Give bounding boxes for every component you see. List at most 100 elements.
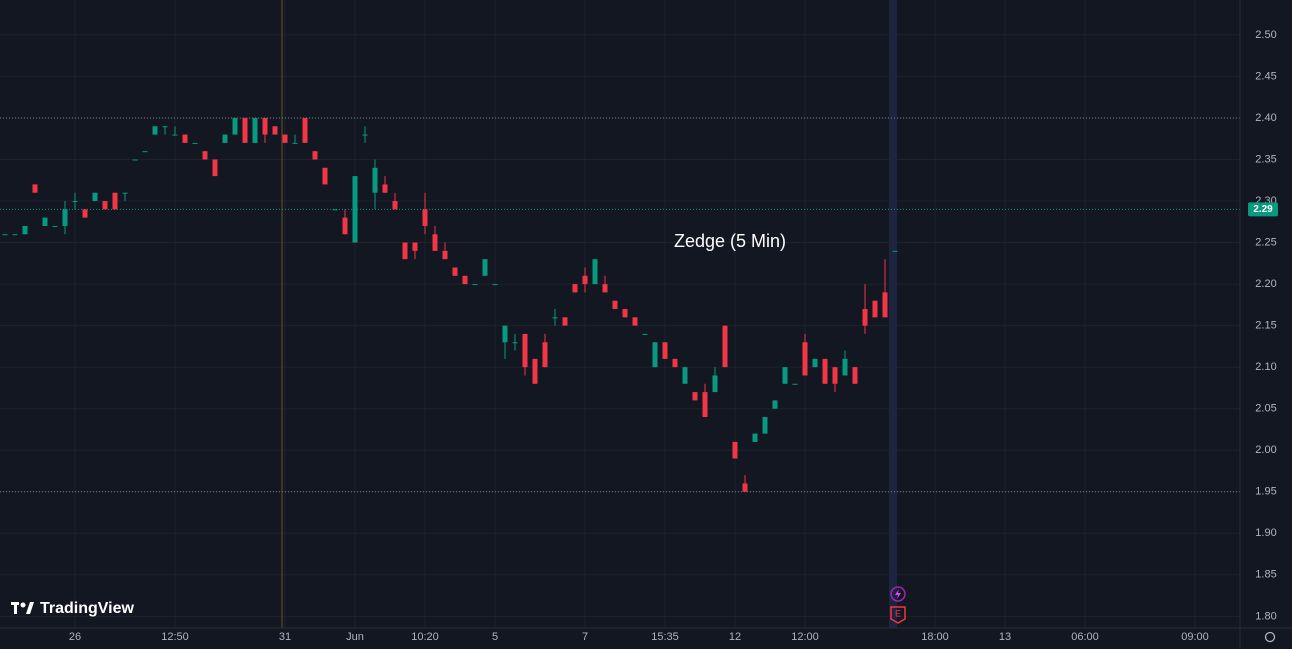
x-tick-label: 06:00 <box>1071 631 1099 643</box>
candle-body <box>382 184 388 193</box>
candle-body <box>882 292 888 318</box>
candle-body <box>522 333 528 368</box>
candle-body <box>482 259 488 276</box>
candle-body <box>582 275 588 285</box>
dividend-icon[interactable] <box>890 586 906 602</box>
x-tick-label: Jun <box>346 631 364 643</box>
earnings-label: E <box>895 608 901 618</box>
y-tick-label: 1.90 <box>1255 527 1276 539</box>
x-tick-label: 12:00 <box>791 631 819 643</box>
chart-title: Zedge (5 Min) <box>674 231 786 251</box>
brand: TradingView <box>40 600 135 617</box>
x-tick-label: 31 <box>279 631 291 643</box>
candle-body <box>692 392 698 401</box>
candle-body <box>462 275 468 285</box>
candle-body <box>62 209 68 226</box>
candle-body <box>622 309 628 318</box>
y-tick-label: 2.50 <box>1255 29 1276 41</box>
candle-body <box>252 117 258 143</box>
candle-body <box>862 309 868 326</box>
candle-body <box>642 333 648 335</box>
y-tick-label: 2.25 <box>1255 236 1276 248</box>
x-tick-label: 15:35 <box>651 631 679 643</box>
candle-body <box>402 242 408 260</box>
candle-body <box>532 358 538 384</box>
candle-body <box>412 242 418 251</box>
candle-body <box>182 134 188 143</box>
candle-body <box>2 234 8 236</box>
candle-body <box>52 225 58 227</box>
candle-body <box>222 134 228 143</box>
last-price-label: 2.29 <box>1253 204 1273 215</box>
candle-body <box>792 383 798 385</box>
candle-body <box>242 117 248 143</box>
candle-body <box>672 358 678 368</box>
candle-body <box>332 209 338 211</box>
candle-body <box>82 209 88 218</box>
candle-body <box>652 342 658 368</box>
settings-icon[interactable] <box>1264 631 1276 643</box>
dividend-icon <box>895 589 901 599</box>
candle-body <box>562 317 568 326</box>
logo-shape <box>20 602 26 608</box>
candle-body <box>802 342 808 376</box>
candle-body <box>512 342 518 344</box>
candle-body <box>422 209 428 226</box>
candle-body <box>442 250 448 260</box>
candle-body <box>762 417 768 434</box>
candle-body <box>142 151 148 153</box>
y-tick-label: 1.85 <box>1255 569 1276 581</box>
y-tick-label: 2.15 <box>1255 320 1276 332</box>
candle-body <box>212 159 218 177</box>
x-tick-label: 18:00 <box>921 631 949 643</box>
candle-body <box>702 392 708 418</box>
candle-body <box>892 250 898 252</box>
candle-body <box>492 284 498 286</box>
candle-body <box>662 342 668 359</box>
candle-body <box>72 201 78 203</box>
candle-body <box>92 192 98 202</box>
x-tick-label: 09:00 <box>1181 631 1209 643</box>
candle-body <box>842 358 848 376</box>
candle-body <box>292 142 298 144</box>
candle-body <box>612 300 618 310</box>
candle-body <box>12 234 18 236</box>
y-tick-label: 1.95 <box>1255 486 1276 498</box>
candle-body <box>152 126 158 135</box>
x-tick-label: 10:20 <box>411 631 439 643</box>
candle-body <box>232 117 238 135</box>
candle-body <box>812 358 818 368</box>
y-tick-label: 2.05 <box>1255 403 1276 415</box>
candle-body <box>822 358 828 384</box>
candle-body <box>722 325 728 368</box>
candle-body <box>552 317 558 319</box>
y-tick-label: 2.35 <box>1255 153 1276 165</box>
candle-body <box>312 151 318 160</box>
x-tick-label: 12:50 <box>161 631 189 643</box>
y-tick-label: 2.45 <box>1255 70 1276 82</box>
earnings-icon[interactable] <box>890 606 906 624</box>
candle-body <box>632 317 638 326</box>
candle-body <box>202 151 208 160</box>
candle-body <box>172 134 178 136</box>
candle-body <box>342 217 348 235</box>
y-tick-label: 2.40 <box>1255 112 1276 124</box>
current-session-band <box>889 0 897 628</box>
candle-body <box>772 400 778 409</box>
candle-body <box>352 176 358 243</box>
y-tick-label: 2.20 <box>1255 278 1276 290</box>
candle-body <box>272 126 278 135</box>
candle-body <box>302 117 308 143</box>
candle-body <box>572 284 578 293</box>
candle-body <box>392 201 398 210</box>
candle-body <box>832 367 838 384</box>
candle-body <box>22 225 28 235</box>
plot <box>0 117 1240 493</box>
candle-body <box>472 284 478 286</box>
x-tick-label: 26 <box>69 631 81 643</box>
candle-body <box>712 375 718 393</box>
candle-body <box>262 117 268 135</box>
candle-body <box>602 284 608 293</box>
x-tick-label: 7 <box>582 631 588 643</box>
